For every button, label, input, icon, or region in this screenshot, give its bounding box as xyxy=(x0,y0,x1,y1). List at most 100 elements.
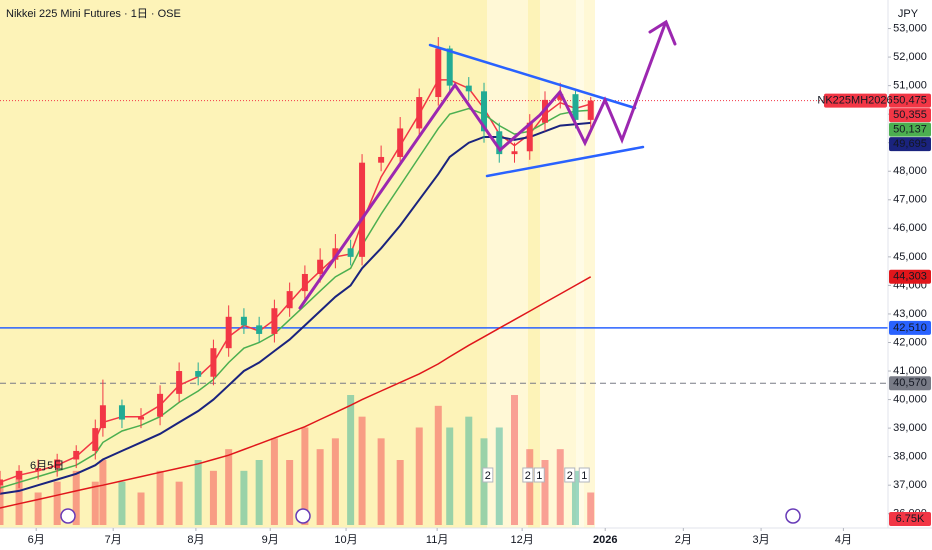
price-label: 44,303 xyxy=(893,271,927,283)
volume-bar xyxy=(415,427,423,525)
volume-bar xyxy=(156,470,164,525)
currency: JPY xyxy=(898,8,919,20)
event-box xyxy=(564,467,576,483)
volume-bar xyxy=(377,438,385,525)
x-tick-label: 11月 xyxy=(426,534,448,546)
volume-bar xyxy=(571,470,579,525)
price-label: 50,475 xyxy=(893,95,927,107)
event-label: 2 xyxy=(525,470,531,482)
candle-body xyxy=(557,94,564,100)
volume-bar xyxy=(511,395,519,525)
candle-body xyxy=(347,248,354,257)
volume-bar xyxy=(118,481,126,525)
event-box xyxy=(578,467,590,483)
y-tick-label: 37,000 xyxy=(893,479,927,491)
date-note: 6月5日 xyxy=(30,460,64,472)
volume-bar xyxy=(358,416,366,525)
price-label-bg xyxy=(889,108,931,123)
volume-bar xyxy=(347,395,355,525)
volume-bar xyxy=(137,492,145,525)
candle-body xyxy=(317,259,324,274)
event-label: 1 xyxy=(581,470,587,482)
candle-body xyxy=(240,316,247,326)
candle-body xyxy=(446,48,453,86)
y-tick-label: 52,000 xyxy=(893,51,927,63)
candle-body xyxy=(416,97,423,129)
volume-bar xyxy=(465,416,473,525)
y-tick-label: 47,000 xyxy=(893,194,927,206)
volume-bar xyxy=(526,449,534,525)
x-tick-label: 3月 xyxy=(753,534,770,546)
price-label-bg xyxy=(889,320,931,335)
candle-body xyxy=(332,248,339,260)
candle-body xyxy=(225,316,232,349)
price-label: 49,695 xyxy=(893,138,927,150)
y-tick-label: 38,000 xyxy=(893,451,927,463)
event-icon[interactable] xyxy=(60,508,76,524)
trend-line xyxy=(485,145,645,178)
candle-body xyxy=(572,94,579,120)
volume-bar xyxy=(91,481,99,525)
candle-body xyxy=(511,151,518,155)
candle-body xyxy=(16,470,23,480)
price-label-bg xyxy=(889,376,931,391)
candle-body xyxy=(526,122,533,152)
candle-body xyxy=(256,325,263,334)
y-tick-label: 42,000 xyxy=(893,336,927,348)
candle-body xyxy=(157,393,164,417)
highlight-stripe xyxy=(576,0,584,528)
price-label-bg xyxy=(889,93,931,108)
candle-body xyxy=(286,291,293,309)
symbol-tag-bg xyxy=(824,93,887,108)
volume-bar xyxy=(446,427,454,525)
candle-body xyxy=(301,273,308,292)
y-tick-label: 39,000 xyxy=(893,422,927,434)
candle-body xyxy=(54,459,61,469)
y-tick-label: 51,000 xyxy=(893,80,927,92)
candle-body xyxy=(435,48,442,98)
candle-body xyxy=(359,162,366,257)
candle-body xyxy=(73,450,80,460)
candle-body xyxy=(195,371,202,377)
volume-bar xyxy=(495,427,503,525)
volume-bar xyxy=(396,460,404,525)
candle-body xyxy=(99,405,106,429)
event-icon[interactable] xyxy=(785,508,801,524)
volume-bar xyxy=(331,438,339,525)
candle-body xyxy=(138,416,145,420)
event-icon[interactable] xyxy=(295,508,311,524)
y-tick-label: 45,000 xyxy=(893,251,927,263)
candle-body xyxy=(92,428,99,451)
volume-bar xyxy=(240,470,248,525)
volume-bar xyxy=(255,460,263,525)
y-tick-label: 48,000 xyxy=(893,165,927,177)
candle-body xyxy=(271,308,278,334)
x-tick-label: 8月 xyxy=(187,534,204,546)
volume-label: 6.75K xyxy=(896,513,925,525)
volume-bar xyxy=(225,449,233,525)
volume-bar xyxy=(541,460,549,525)
candle-body xyxy=(118,405,125,420)
x-tick-label: 10月 xyxy=(334,534,357,546)
volume-label-bg xyxy=(889,512,931,526)
y-tick-label: 41,000 xyxy=(893,365,927,377)
y-tick-label: 43,000 xyxy=(893,308,927,320)
price-label-bg xyxy=(889,137,931,152)
volume-bar xyxy=(316,449,324,525)
candle-body xyxy=(465,85,472,92)
y-tick-label: 40,000 xyxy=(893,393,927,405)
volume-bar xyxy=(434,405,442,525)
axis-layer: 36,00037,00038,00039,00040,00041,00042,0… xyxy=(28,22,931,546)
volume-bar xyxy=(286,460,294,525)
candle-body xyxy=(397,128,404,157)
event-label: 2 xyxy=(485,470,491,482)
projection-path xyxy=(298,22,667,310)
candle-body xyxy=(378,156,385,163)
x-tick-label: 4月 xyxy=(835,534,852,546)
candle-body xyxy=(176,371,183,394)
volume-bar xyxy=(15,470,23,525)
price-label-bg xyxy=(889,122,931,137)
volume-bar xyxy=(556,449,564,525)
